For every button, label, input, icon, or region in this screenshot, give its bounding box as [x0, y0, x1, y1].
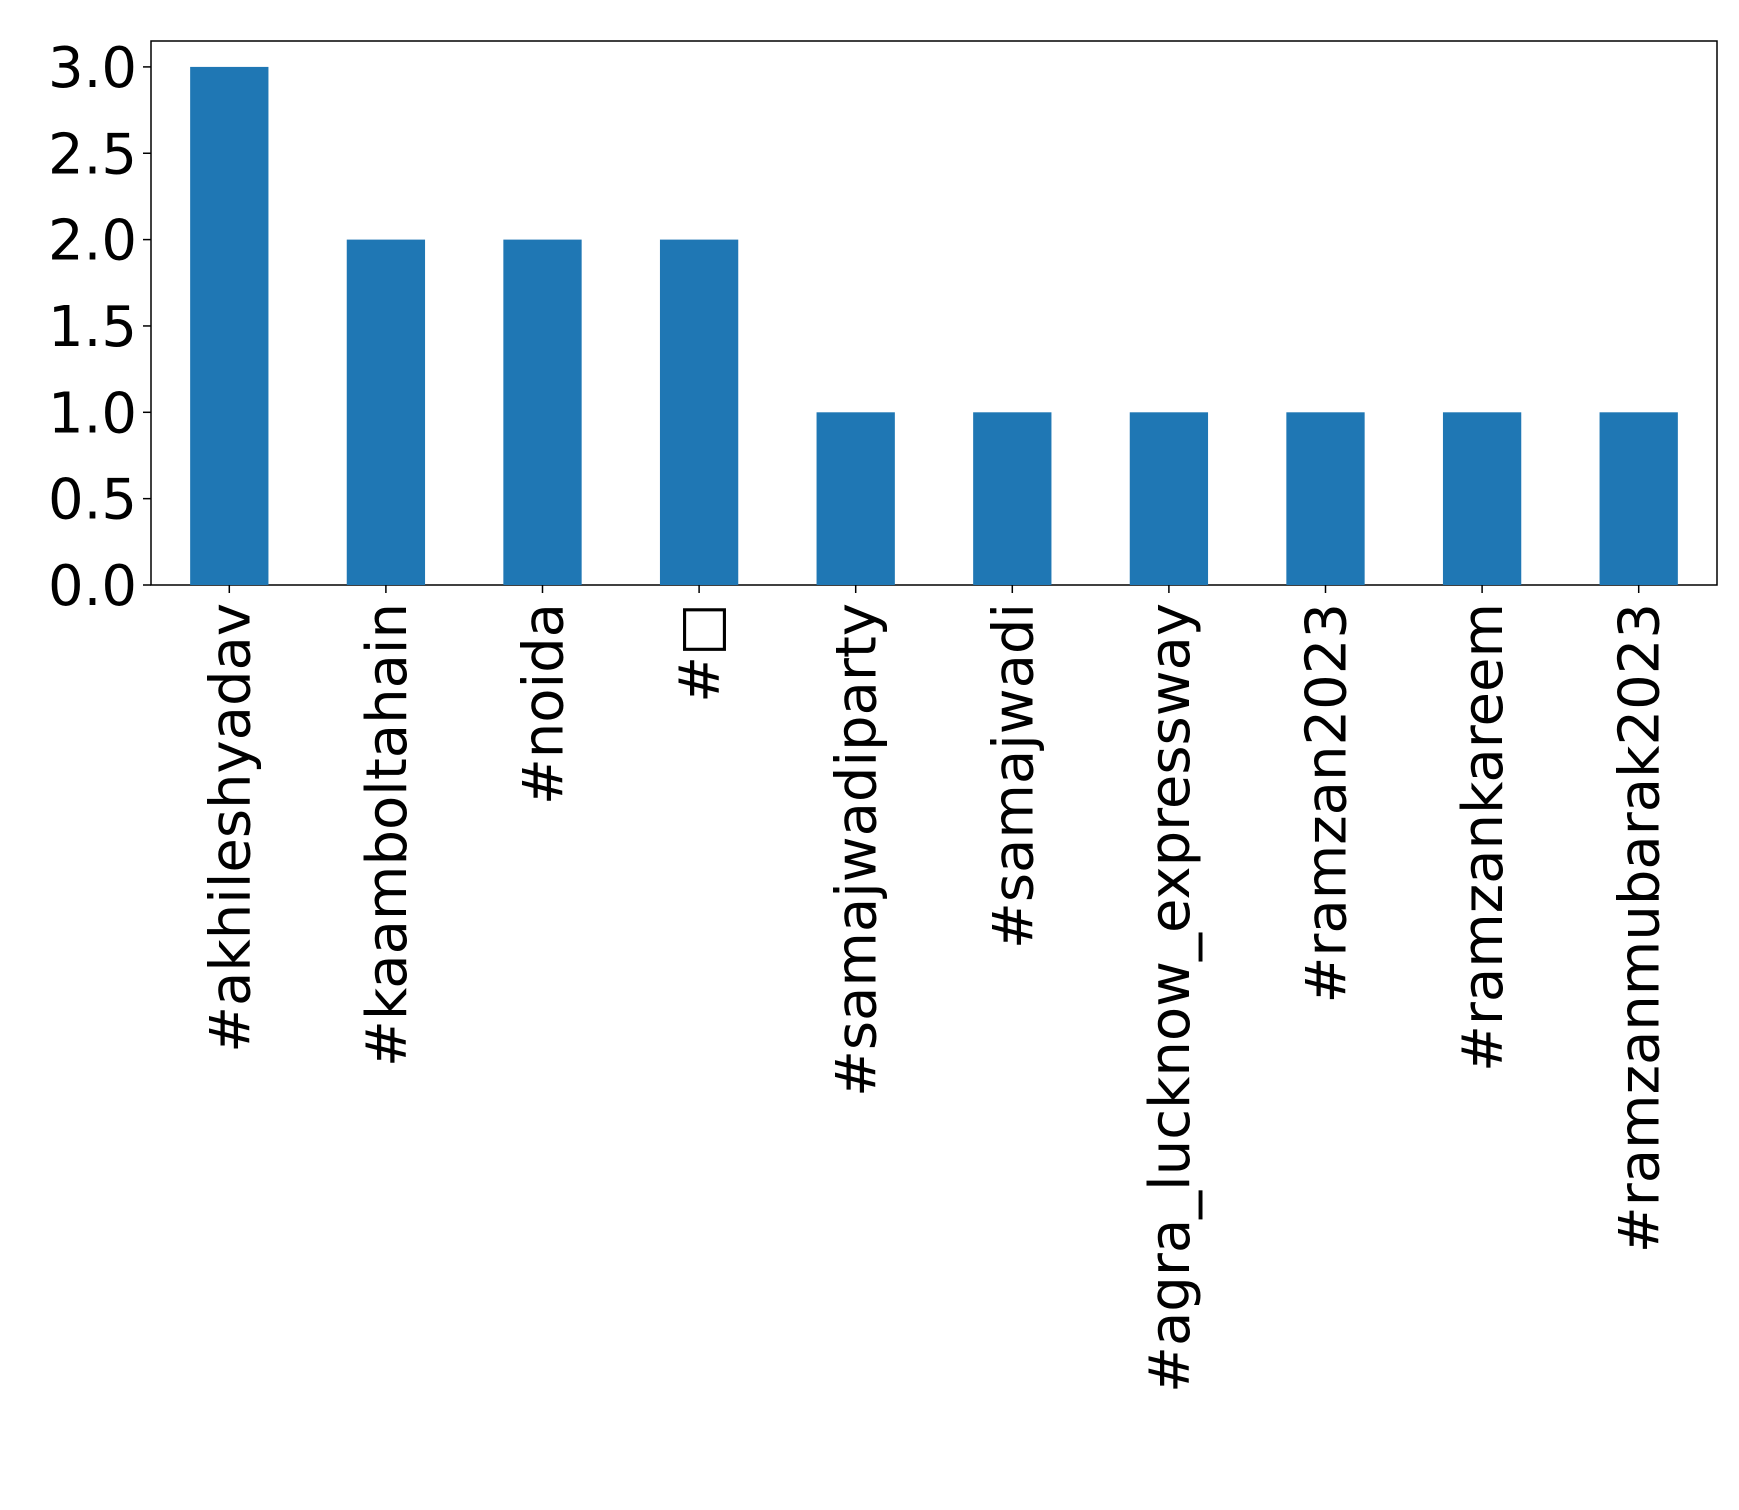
- x-tick-label: #kaamboltahain: [355, 603, 420, 1067]
- bar: [1129, 412, 1209, 585]
- bar: [1442, 412, 1522, 585]
- x-tick-label: #ramzan2023: [1295, 603, 1360, 1004]
- x-tick-label: #samajwadiparty: [825, 603, 890, 1097]
- y-tick-label: 1.0: [48, 381, 137, 446]
- bar: [346, 239, 426, 585]
- x-tick-label: #samajwadi: [981, 603, 1046, 949]
- y-tick-label: 1.5: [48, 295, 137, 360]
- bar: [816, 412, 895, 585]
- y-tick-label: 3.0: [48, 36, 137, 101]
- bar: [973, 412, 1052, 585]
- y-tick-label: 2.5: [48, 122, 137, 187]
- y-tick-label: 0.0: [48, 554, 137, 619]
- y-tick-label: 2.0: [48, 209, 137, 274]
- bar: [190, 66, 269, 585]
- x-tick-label: #agra_lucknow_expressway: [1138, 603, 1203, 1393]
- x-tick-label: #ramzankareem: [1451, 603, 1516, 1072]
- bar: [1599, 412, 1678, 585]
- x-tick-label: #□: [668, 603, 733, 703]
- x-tick-label: #noida: [512, 603, 577, 805]
- x-tick-label: #ramzanmubarak2023: [1608, 603, 1673, 1253]
- x-tick-label: #akhileshyadav: [198, 603, 263, 1053]
- y-tick-label: 0.5: [48, 468, 137, 533]
- plot-frame: [150, 40, 1718, 586]
- bar: [1286, 412, 1365, 585]
- bar: [503, 239, 582, 585]
- bar: [659, 239, 739, 585]
